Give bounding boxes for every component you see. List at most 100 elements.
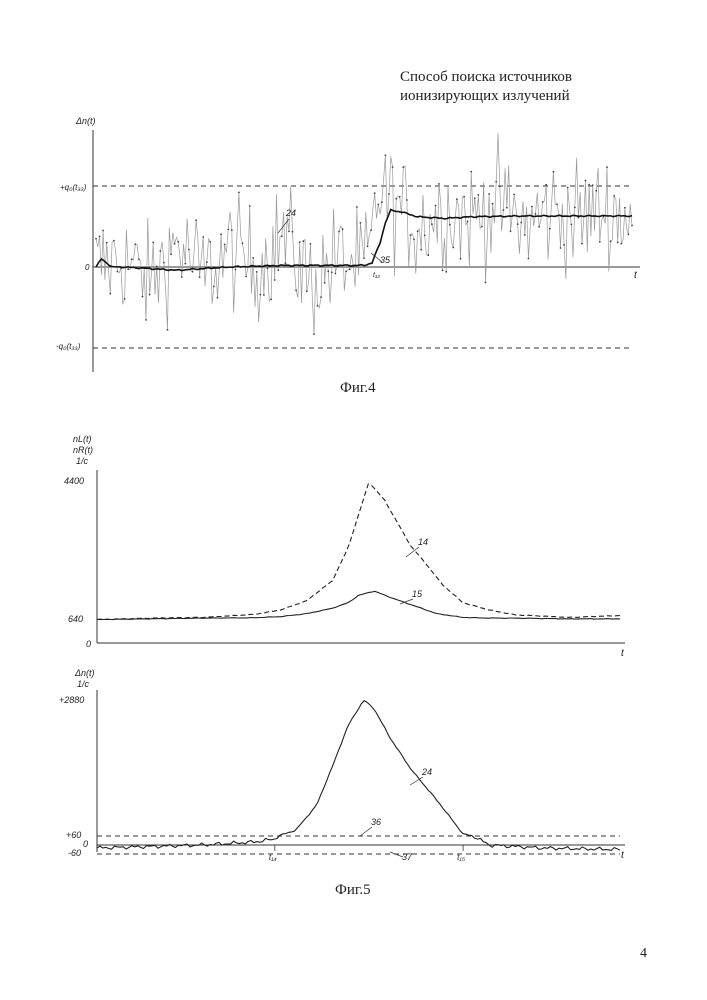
fig4-series-raw-point	[288, 231, 290, 233]
fig4-series-raw-point	[392, 166, 394, 168]
fig4-annotation-35: 35	[380, 255, 391, 265]
fig4-series-raw-point	[488, 193, 490, 195]
fig4-series-raw-point	[102, 230, 104, 232]
fig4-series-raw-point	[438, 183, 440, 185]
fig5-top-series-group	[97, 484, 620, 620]
fig4-series-raw-point	[256, 271, 258, 273]
fig4-series-raw-point	[217, 297, 219, 299]
fig4-series-raw-point	[231, 229, 233, 231]
fig4-series-raw-point	[292, 231, 294, 233]
fig4-ytick-upper: +q₀(t₃₃)	[60, 183, 87, 192]
fig4-series-raw-point	[510, 230, 512, 232]
fig4-series-raw-point	[252, 257, 254, 259]
fig4-series-raw-point	[156, 266, 158, 268]
fig4-series-raw-point	[410, 234, 412, 236]
fig4-series-smoothed	[96, 210, 632, 271]
fig4-series-raw-point	[481, 226, 483, 228]
fig4-series-raw-point	[195, 219, 197, 221]
fig4-series-raw-point	[285, 262, 287, 264]
fig4-series-raw-point	[245, 276, 247, 278]
fig5-top-ytick-640: 640	[68, 614, 83, 624]
fig4-series-raw-point	[224, 244, 226, 246]
fig4-caption: Фиг.4	[340, 380, 376, 397]
fig4-series-raw-point	[413, 239, 415, 241]
fig4-series-raw-point	[570, 224, 572, 226]
fig4-series-raw-point	[338, 231, 340, 233]
fig4-series-raw-point	[324, 282, 326, 284]
fig4-series-raw-point	[470, 171, 472, 173]
fig4-series-raw-point	[317, 305, 319, 307]
fig4-series-raw-point	[363, 257, 365, 259]
fig5-top-xlabel: t	[621, 648, 625, 659]
fig4-series-raw-point	[270, 298, 272, 300]
fig4-series-raw-point	[138, 258, 140, 260]
fig4-series-raw-point	[435, 205, 437, 207]
fig4-series-raw-point	[513, 194, 515, 196]
fig5-top-series-15	[97, 591, 620, 619]
fig4-series-raw-point	[310, 243, 312, 245]
fig4-series-raw-point	[581, 243, 583, 245]
fig5-top-series-14	[97, 484, 620, 620]
fig4-series-raw-point	[299, 241, 301, 243]
fig4-series-raw-point	[545, 184, 547, 186]
fig4-series-raw-point	[235, 269, 237, 271]
fig4-series-raw-point	[202, 236, 204, 238]
fig4-series-raw-point	[320, 296, 322, 298]
fig4-series-raw-point	[531, 206, 533, 208]
fig4-series-raw-point	[134, 243, 136, 245]
fig4-series-raw-point	[463, 196, 465, 198]
fig4-series-raw-point	[399, 196, 401, 198]
fig4-series-raw-point	[152, 242, 154, 244]
fig4-series-raw-point	[220, 233, 222, 235]
fig4-series-raw-point	[199, 276, 201, 278]
fig5-bottom-ytick-0: 0	[83, 839, 88, 849]
fig5-bottom-xlabel: t	[621, 850, 625, 861]
fig4-series-raw-point	[281, 235, 283, 237]
fig4-series-raw-point	[452, 247, 454, 249]
fig4-series-raw-point	[610, 240, 612, 242]
fig4-series-raw	[96, 133, 632, 334]
fig4-series-raw-point	[181, 276, 183, 278]
fig4-series-raw-point	[606, 166, 608, 168]
fig5-top-ytick-0: 0	[86, 639, 91, 649]
fig4-series-raw-point	[188, 249, 190, 251]
fig4-annotation-24-leader	[278, 219, 289, 233]
fig4-series-raw-point	[142, 296, 144, 298]
fig5-top-ytick-4400: 4400	[64, 476, 84, 486]
fig4-annotation-24: 24	[285, 208, 296, 218]
fig4-series-raw-point	[209, 241, 211, 243]
fig4-series-raw-point	[620, 243, 622, 245]
fig4-series-raw-point	[345, 271, 347, 273]
fig4-series-raw-point	[267, 268, 269, 270]
fig4-series-raw-point	[227, 229, 229, 231]
fig4-series-raw-point	[249, 205, 251, 207]
fig4-series-raw-point	[302, 240, 304, 242]
fig4-series-raw-point	[474, 197, 476, 199]
fig5-caption: Фиг.5	[335, 882, 371, 899]
fig4-series-raw-point	[95, 238, 97, 240]
fig4-series-raw-point	[388, 193, 390, 195]
fig4-series-raw-point	[406, 199, 408, 201]
fig4-series-raw-point	[213, 286, 215, 288]
fig4-series-raw-point	[595, 190, 597, 192]
fig4-series-raw-point	[163, 262, 165, 264]
fig4-series-raw-point	[170, 253, 172, 255]
fig4-series-raw-point	[335, 273, 337, 275]
fig4-ytick-zero: 0	[85, 263, 90, 272]
fig4-series-raw-point	[238, 192, 240, 194]
fig4-series-raw-point	[367, 245, 369, 247]
fig5-top-annotation-15: 15	[412, 589, 423, 599]
fig4-series-raw-point	[563, 244, 565, 246]
fig4-series-raw-point	[528, 258, 530, 260]
fig4-series-raw-point	[327, 270, 329, 272]
fig4-series-raw-point	[456, 198, 458, 200]
fig5-top-annotation-14: 14	[418, 537, 428, 547]
fig4-series-raw-point	[631, 225, 633, 227]
fig4-series-raw-point	[206, 261, 208, 263]
fig4-series-raw-point	[599, 241, 601, 243]
fig4-series-raw-point	[424, 235, 426, 237]
fig4-series-raw-point	[395, 198, 397, 200]
fig4-series-raw-point	[274, 279, 276, 281]
fig5-bottom-annotation-36-leader	[360, 827, 372, 836]
